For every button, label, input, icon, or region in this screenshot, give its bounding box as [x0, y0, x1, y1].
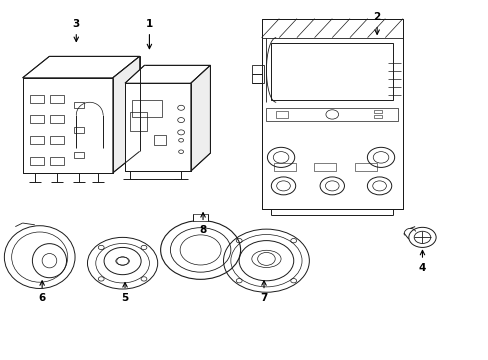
Bar [251, 65, 264, 83]
Bar [154, 135, 166, 145]
Text: 2: 2 [373, 12, 380, 34]
Text: 8: 8 [199, 213, 206, 235]
Bar [373, 115, 382, 118]
Text: 4: 4 [418, 250, 426, 273]
Polygon shape [190, 65, 210, 171]
Bar [354, 163, 376, 171]
Bar [74, 102, 83, 108]
Bar [273, 163, 295, 171]
Bar [314, 163, 336, 171]
Bar [50, 116, 64, 123]
Polygon shape [22, 78, 113, 173]
Bar [271, 43, 392, 100]
Bar [30, 95, 43, 103]
Bar [30, 116, 43, 123]
Polygon shape [125, 65, 210, 83]
Bar [74, 127, 83, 134]
Text: 3: 3 [73, 19, 80, 41]
Polygon shape [261, 19, 402, 209]
Bar [30, 136, 43, 144]
Text: 5: 5 [121, 283, 128, 303]
Bar [50, 157, 64, 165]
Bar [276, 111, 288, 118]
Bar [130, 112, 147, 131]
Bar [30, 157, 43, 165]
Text: 1: 1 [145, 19, 153, 49]
Bar [373, 110, 382, 113]
Polygon shape [113, 56, 140, 173]
Bar [266, 108, 397, 121]
Bar [74, 152, 83, 158]
Polygon shape [125, 83, 190, 171]
Polygon shape [22, 56, 140, 78]
Text: 6: 6 [39, 281, 46, 303]
Bar [50, 95, 64, 103]
Bar [132, 100, 161, 117]
Text: 7: 7 [260, 281, 267, 303]
Bar [50, 136, 64, 144]
Bar [193, 214, 207, 221]
